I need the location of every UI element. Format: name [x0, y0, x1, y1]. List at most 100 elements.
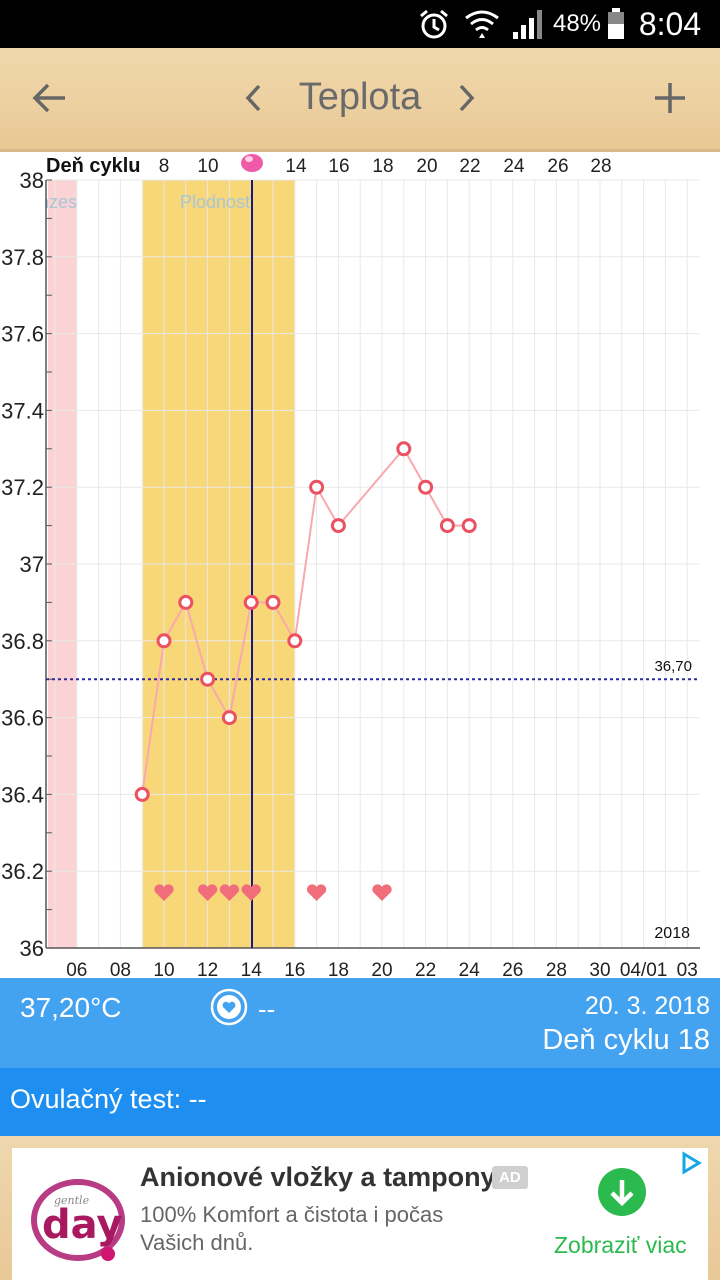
arrow-back-icon — [32, 83, 65, 113]
temperature-chart-area[interactable]: Menzes Plodnosť 38 37.8 37.6 37.4 37.2 37 36.8 36… — [0, 152, 720, 981]
x-tick-label: 12 — [197, 960, 218, 978]
top-tick-label: 26 — [547, 156, 568, 177]
chevron-right-icon — [459, 84, 475, 112]
wifi-icon — [460, 0, 504, 48]
y-tick-label: 36.6 — [1, 706, 44, 731]
x-tick-label: 30 — [589, 960, 610, 978]
clock: 8:04 — [638, 5, 702, 42]
y-tick-label: 37.8 — [1, 245, 44, 270]
status-bar: 48% 8:04 — [0, 0, 720, 48]
temperature-point — [461, 518, 477, 534]
top-tick-label: 16 — [328, 156, 349, 177]
top-tick-label: 28 — [590, 156, 611, 177]
ad-description-line-2: Vašich dnů. — [140, 1230, 254, 1255]
temperature-point — [156, 633, 172, 649]
app-bar-divider — [0, 149, 720, 152]
heart-icon — [241, 884, 261, 901]
temperature-point — [309, 479, 325, 495]
heart-icon — [219, 884, 240, 901]
band-label: Menzes — [14, 192, 77, 212]
y-tick-label: 36.2 — [1, 859, 44, 884]
x-tick-label: 20 — [371, 960, 392, 978]
heart-icon — [154, 884, 174, 901]
previous-button[interactable] — [232, 62, 276, 134]
back-button[interactable] — [20, 62, 80, 134]
app-bar: Teplota — [0, 48, 720, 152]
temperature-point — [134, 786, 150, 802]
top-axis-label: Deň cyklu — [46, 155, 140, 177]
pink-dot-icon — [241, 154, 263, 172]
year-label: 2018 — [654, 925, 690, 942]
top-tick-label: 18 — [372, 156, 393, 177]
ad-description-line-1: 100% Komfort a čistota i počas — [140, 1202, 444, 1227]
top-tick-label: 8 — [159, 156, 170, 177]
x-tick-label: 10 — [153, 960, 174, 978]
band-label: Plodnosť — [180, 192, 252, 212]
heart-icon — [197, 884, 218, 901]
y-tick-label: 36.4 — [1, 782, 44, 807]
y-tick-label: 36 — [20, 936, 44, 961]
x-tick-label: 04/01 — [620, 960, 668, 978]
ad-badge: AD — [492, 1166, 528, 1189]
battery-percent: 48% — [552, 10, 602, 37]
y-tick-label: 37.6 — [1, 322, 44, 347]
x-tick-label: 14 — [241, 960, 263, 978]
ad-logo-small: gentle — [54, 1194, 90, 1207]
add-button[interactable] — [640, 62, 700, 134]
ovulation-test-label: Ovulačný test: -- — [10, 1084, 207, 1114]
temperature-point — [243, 594, 259, 610]
ad-headline[interactable]: Anionové vložky a tampony — [140, 1162, 496, 1192]
info-bar: 37,20°C -- 20. 3. 2018 Deň cyklu 18 — [0, 978, 720, 1068]
y-tick-label: 37 — [20, 552, 44, 577]
heart-value: -- — [258, 994, 276, 1024]
temperature-point — [396, 441, 412, 457]
top-tick-label: 20 — [416, 156, 437, 177]
y-tick-label: 37.4 — [1, 398, 44, 423]
pink-dot-highlight — [245, 156, 253, 162]
temperature-point — [178, 594, 194, 610]
download-icon[interactable] — [598, 1168, 646, 1216]
x-tick-label: 26 — [502, 960, 523, 978]
x-tick-label: 06 — [66, 960, 87, 978]
temperature-point — [330, 518, 346, 534]
x-tick-label: 24 — [459, 960, 481, 978]
cycle-day: Deň cyklu 18 — [542, 1024, 710, 1056]
page-title: Teplota — [298, 76, 422, 118]
temperature-point — [439, 518, 455, 534]
ad-frame: gentle day Anionové vložky a tampony AD … — [0, 1136, 720, 1280]
temperature-point — [265, 594, 281, 610]
battery-icon — [604, 0, 628, 48]
y-tick-label: 36.8 — [1, 629, 44, 654]
top-tick-label: 14 — [285, 156, 307, 177]
selected-date: 20. 3. 2018 — [584, 992, 710, 1020]
ad-banner[interactable]: gentle day Anionové vložky a tampony AD … — [12, 1148, 708, 1280]
reference-line-label: 36,70 — [654, 658, 692, 675]
current-temperature: 37,20°C — [20, 992, 122, 1023]
heart-circle-icon[interactable] — [210, 988, 248, 1031]
plus-icon — [655, 83, 685, 113]
alarm-icon — [414, 0, 454, 48]
top-tick-label: 10 — [197, 156, 218, 177]
heart-icon — [372, 884, 392, 901]
temperature-point — [221, 710, 237, 726]
ovulation-test-bar[interactable]: Ovulačný test: -- — [0, 1068, 720, 1136]
temperature-point — [287, 633, 303, 649]
top-tick-label: 24 — [503, 156, 525, 177]
temperature-chart[interactable]: Menzes Plodnosť 38 37.8 37.6 37.4 37.2 37 36.8 36… — [0, 152, 720, 981]
x-tick-label: 03 — [677, 960, 698, 978]
temperature-point — [200, 671, 216, 687]
heart-icon — [306, 884, 327, 901]
adchoices-icon[interactable] — [678, 1150, 704, 1176]
top-tick-label: 22 — [459, 156, 480, 177]
y-tick-label: 38 — [20, 168, 44, 193]
x-tick-label: 22 — [415, 960, 436, 978]
ad-logo-text: day — [42, 1202, 122, 1248]
y-tick-label: 37.2 — [1, 475, 44, 500]
ad-cta-link[interactable]: Zobraziť viac — [554, 1232, 687, 1258]
x-tick-label: 28 — [546, 960, 567, 978]
ad-logo[interactable]: gentle day — [26, 1166, 130, 1270]
chevron-left-icon — [245, 84, 261, 112]
next-button[interactable] — [444, 62, 488, 134]
signal-icon — [508, 0, 548, 48]
temperature-point — [418, 479, 434, 495]
